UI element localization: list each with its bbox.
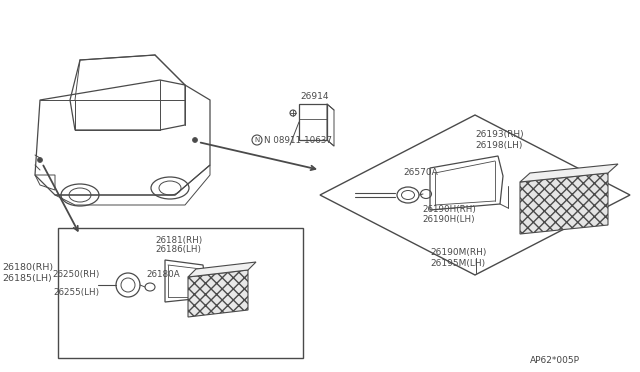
Text: 26255(LH): 26255(LH)	[54, 288, 100, 297]
Text: 26195M(LH): 26195M(LH)	[430, 259, 485, 268]
Text: 26570A: 26570A	[403, 168, 438, 177]
Ellipse shape	[193, 138, 198, 142]
Text: N: N	[254, 137, 260, 143]
Bar	[58, 228, 303, 358]
Text: 26190H(RH): 26190H(RH)	[422, 205, 476, 214]
Polygon shape	[188, 262, 256, 277]
Text: 26190H(LH): 26190H(LH)	[422, 215, 475, 224]
Text: 26185(LH): 26185(LH)	[2, 274, 52, 283]
Text: 26180A: 26180A	[146, 270, 180, 279]
Polygon shape	[520, 164, 618, 182]
Text: 26193(RH): 26193(RH)	[475, 130, 524, 139]
Text: 26180(RH): 26180(RH)	[2, 263, 53, 272]
Text: 26250(RH): 26250(RH)	[52, 270, 100, 279]
Text: 26186(LH): 26186(LH)	[155, 245, 201, 254]
Text: AP62*005P: AP62*005P	[530, 356, 580, 365]
Bar	[299, 104, 327, 140]
Text: N 08911-10637: N 08911-10637	[264, 135, 332, 144]
Ellipse shape	[38, 157, 42, 163]
Text: 26198(LH): 26198(LH)	[475, 141, 522, 150]
Polygon shape	[520, 173, 608, 234]
Text: 26181(RH): 26181(RH)	[155, 236, 202, 245]
Text: 26190M(RH): 26190M(RH)	[430, 248, 486, 257]
Text: 26914: 26914	[300, 92, 328, 101]
Polygon shape	[188, 270, 248, 317]
